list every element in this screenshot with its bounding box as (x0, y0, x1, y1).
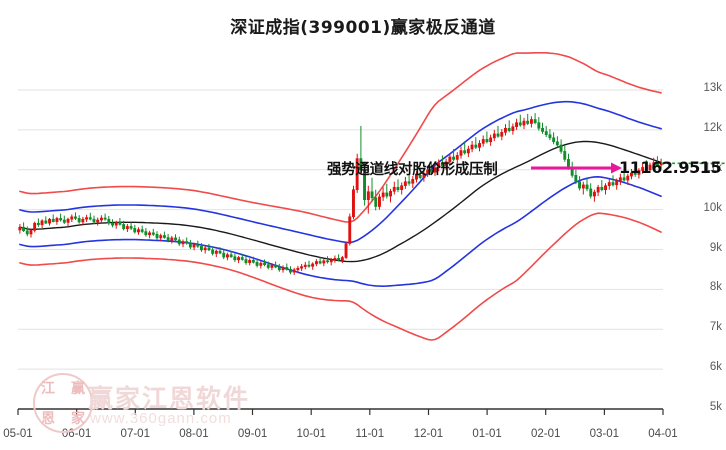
x-axis-tick-label: 01-01 (472, 428, 502, 440)
channel-bands (19, 52, 662, 341)
x-axis-tick-label: 04-01 (648, 428, 678, 440)
x-axis-tick-label: 09-01 (237, 428, 268, 440)
last-price-label: 11162.9515 (619, 158, 722, 177)
y-axis-tick-label: 9k (709, 241, 722, 254)
x-axis-tick-label: 08-01 (179, 428, 209, 440)
y-axis-tick-label: 5k (709, 401, 722, 413)
seal-char-3: 家 (71, 411, 85, 427)
seal-ring (33, 373, 93, 433)
watermark-seal-icon: 江 赢 恩 家 (33, 373, 93, 433)
x-axis-tick-label: 12-01 (413, 428, 444, 440)
watermark-url: www.360gann.com (90, 410, 232, 427)
x-axis-tick-label: 03-01 (589, 428, 620, 440)
x-axis-tick-label: 11-01 (355, 428, 385, 440)
seal-char-2: 恩 (41, 411, 55, 427)
y-axis-tick-label: 8k (709, 281, 722, 294)
x-axis-tick-label: 10-01 (296, 428, 326, 440)
annotation-label: 强势通道线对股价形成压制 (327, 162, 498, 178)
y-axis-tick-label: 10k (703, 201, 722, 214)
x-axis-tick-label: 02-01 (531, 428, 561, 440)
watermark-brand: 赢家江恩软件 (88, 384, 251, 413)
y-axis-tick-label: 13k (703, 82, 722, 94)
grid-lines (18, 89, 663, 410)
x-axis-tick-label: 05-01 (3, 428, 33, 440)
x-axis-tick-label: 07-01 (120, 428, 150, 440)
seal-char-0: 江 (41, 381, 55, 397)
candlestick-series (18, 113, 663, 275)
axis-lines (17, 408, 664, 415)
y-axis-tick-label: 7k (709, 321, 722, 334)
y-axis-tick-label: 6k (709, 361, 722, 374)
seal-characters: 江 赢 恩 家 (33, 373, 93, 433)
page-title: 深证成指(399001)赢家极反通道 (230, 18, 496, 38)
seal-char-1: 赢 (71, 381, 85, 397)
y-axis-tick-label: 11k (704, 161, 722, 174)
y-axis-tick-label: 12k (703, 121, 722, 134)
annotation-arrow (531, 162, 622, 174)
